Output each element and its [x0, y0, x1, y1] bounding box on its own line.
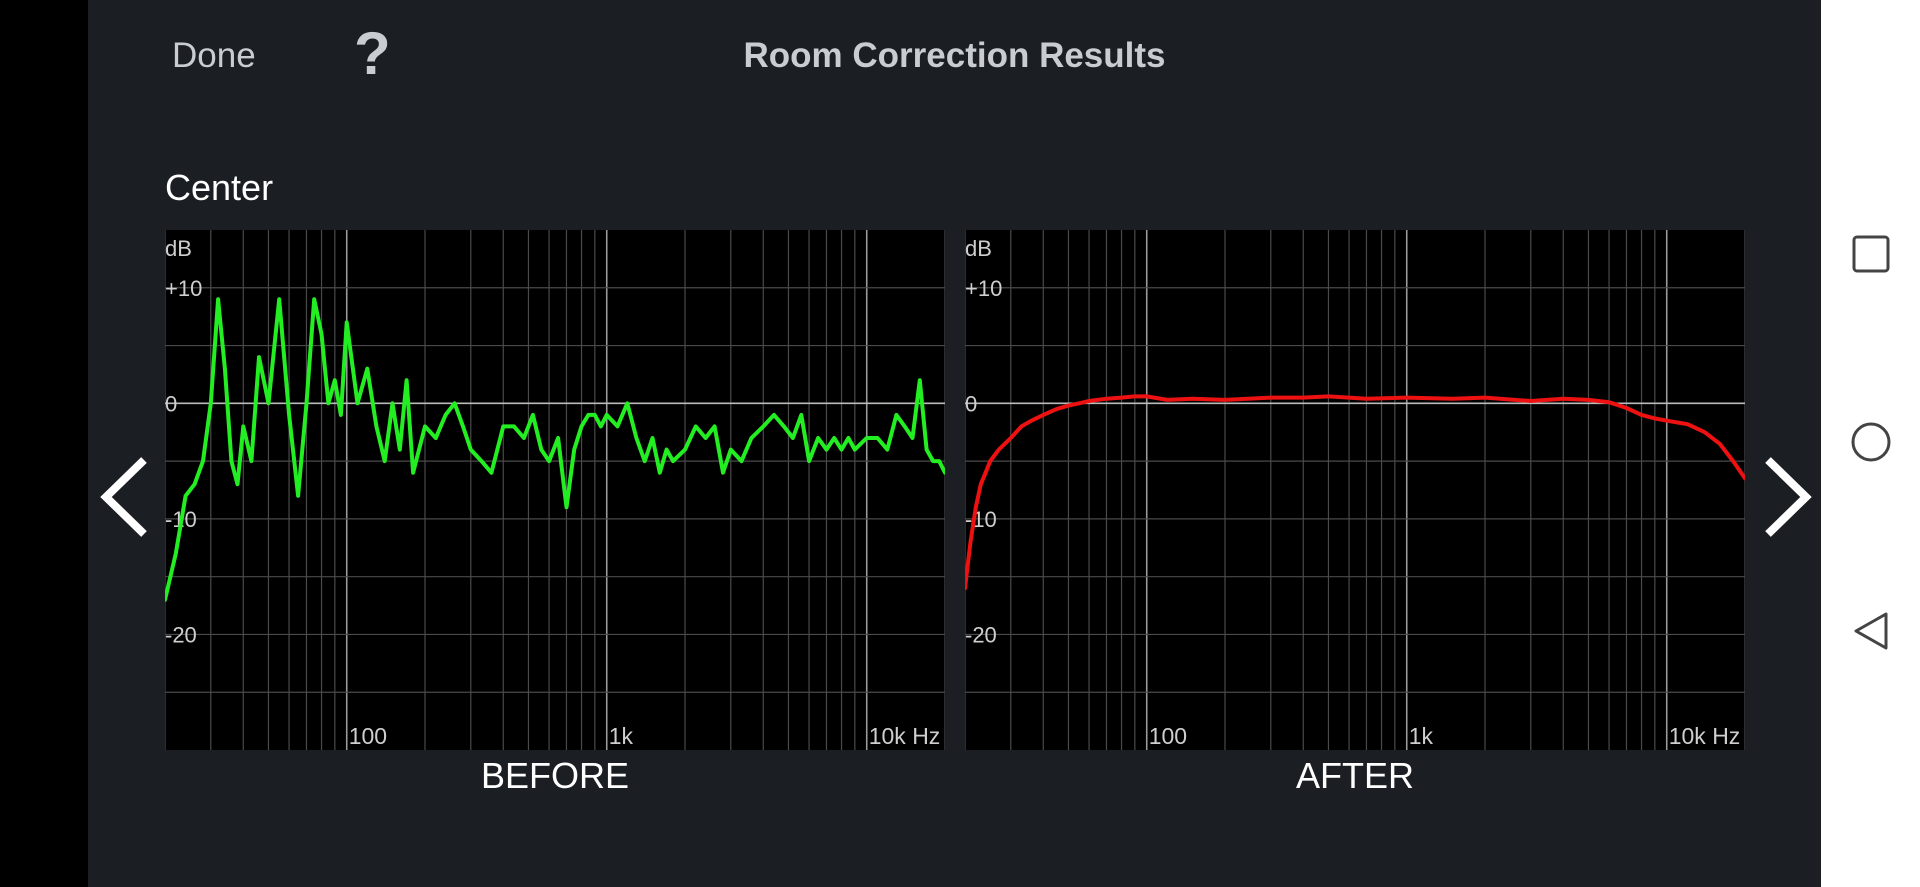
before-response-line	[165, 297, 945, 602]
before-ytick-label: 0	[165, 391, 177, 416]
after-xtick-label: 10k Hz	[1669, 723, 1741, 749]
before-xtick-label: 1k	[609, 723, 634, 749]
before-xtick-label: 10k Hz	[869, 723, 941, 749]
after-chart-svg: dB +10 0 -10 -20 100 1k 10k Hz	[965, 230, 1745, 750]
after-ytick-label: +10	[965, 276, 1002, 301]
before-xtick-label: 100	[349, 723, 387, 749]
help-button[interactable]: ?	[354, 20, 391, 87]
after-ytick-label: -20	[965, 622, 997, 647]
before-chart: dB +10 0 -10 -20 100 1k 10k Hz	[165, 230, 945, 750]
left-system-bar	[0, 0, 88, 887]
after-xtick-label: 1k	[1409, 723, 1434, 749]
after-xtick-label: 100	[1149, 723, 1187, 749]
done-button[interactable]: Done	[172, 36, 256, 75]
before-ylabel: dB	[165, 236, 192, 261]
before-ytick-label: -20	[165, 622, 197, 647]
circle-icon[interactable]	[1850, 421, 1892, 463]
chevron-right-icon[interactable]	[1756, 452, 1816, 542]
before-plot-area	[165, 230, 945, 750]
after-caption: AFTER	[1295, 755, 1414, 796]
room-correction-app: Done ? Room Correction Results Center dB…	[88, 0, 1821, 887]
after-ylabel: dB	[965, 236, 992, 261]
before-caption: BEFORE	[480, 755, 630, 796]
chevron-left-icon[interactable]	[96, 452, 156, 542]
triangle-back-icon[interactable]	[1850, 610, 1892, 652]
square-icon[interactable]	[1850, 233, 1892, 275]
channel-label: Center	[165, 167, 274, 208]
before-ytick-label: +10	[165, 276, 202, 301]
system-navigation-bar	[1821, 0, 1920, 887]
after-response-line	[965, 394, 1745, 591]
after-ytick-label: -10	[965, 507, 997, 532]
page-title: Room Correction Results	[743, 36, 1166, 75]
after-plot-area	[965, 230, 1745, 750]
after-ytick-label: 0	[965, 391, 977, 416]
after-chart: dB +10 0 -10 -20 100 1k 10k Hz	[965, 230, 1745, 750]
